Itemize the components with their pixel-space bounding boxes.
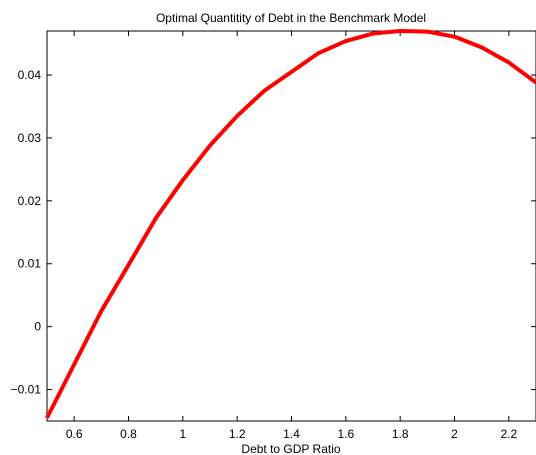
- y-tick-label: 0.02: [18, 194, 42, 208]
- x-tick-label: 1.2: [229, 427, 246, 441]
- chart-title: Optimal Quantitity of Debt in the Benchm…: [156, 11, 426, 25]
- x-axis-label: Debt to GDP Ratio: [241, 442, 340, 455]
- y-tick-label: 0: [34, 320, 41, 334]
- x-tick-label: 2: [451, 427, 458, 441]
- y-tick-label: 0.04: [18, 68, 42, 82]
- y-tick-label: 0.03: [18, 131, 42, 145]
- x-tick-label: 1: [179, 427, 186, 441]
- x-tick-label: 2.2: [500, 427, 517, 441]
- x-tick-label: 1.4: [283, 427, 300, 441]
- tick-labels: 0.6 0.8 1 1.2 1.4 1.6 1.8 2 2.2 −0.01 0 0.01 0.02 0.0…: [11, 68, 518, 441]
- y-tick-label: −0.01: [11, 383, 42, 397]
- y-tick-label: 0.01: [18, 257, 42, 271]
- series-line: [45, 29, 536, 419]
- x-tick-label: 1.8: [392, 427, 409, 441]
- x-tick-label: 0.6: [66, 427, 83, 441]
- plot-area: [46, 30, 536, 422]
- x-tick-label: 0.8: [120, 427, 137, 441]
- series-layer: [45, 29, 536, 419]
- tick-marks: [47, 31, 536, 421]
- x-tick-label: 1.6: [337, 427, 354, 441]
